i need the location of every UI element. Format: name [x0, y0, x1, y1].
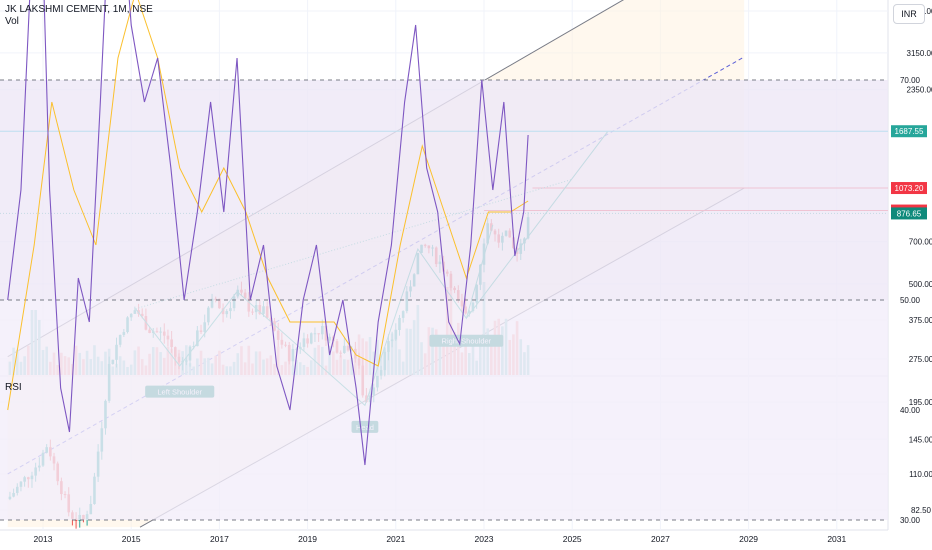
- symbol-title[interactable]: JK LAKSHMI CEMENT, 1M, NSE: [5, 4, 153, 15]
- chart-legend: JK LAKSHMI CEMENT, 1M, NSE Vol: [5, 4, 153, 28]
- price-badge-label: 876.65: [897, 209, 922, 218]
- rsi-title[interactable]: RSI: [5, 382, 22, 393]
- rsi-tick-label: 70.00: [900, 76, 921, 85]
- price-tick-label: 145.00: [909, 435, 932, 444]
- rsi-line: [7, 0, 529, 466]
- rsi-band: [0, 80, 888, 300]
- volume-label[interactable]: Vol: [5, 16, 19, 27]
- price-tick-label: 3150.00: [907, 49, 932, 58]
- price-tick-label: 110.00: [909, 470, 932, 479]
- time-tick-label: 2015: [122, 534, 141, 544]
- price-badge: [891, 182, 927, 195]
- price-tick-label: 700.00: [909, 238, 932, 247]
- price-tick-label: 500.00: [909, 280, 932, 289]
- rsi-ma-line: [7, 0, 529, 411]
- time-tick-label: 2027: [651, 534, 670, 544]
- time-tick-label: 2013: [34, 534, 53, 544]
- time-tick-label: 2029: [739, 534, 758, 544]
- price-tick-label: 82.50: [911, 506, 932, 515]
- currency-button[interactable]: INR: [893, 4, 925, 24]
- rsi-tick-label: 40.00: [900, 406, 921, 415]
- price-badge: [891, 125, 927, 138]
- price-badge-label: 1073.20: [895, 184, 924, 193]
- rsi-tick-label: 50.00: [900, 296, 921, 305]
- time-tick-label: 2017: [210, 534, 229, 544]
- time-tick-label: 2031: [827, 534, 846, 544]
- rsi-tick-label: 30.00: [900, 516, 921, 525]
- price-badge-label: 1687.55: [895, 127, 924, 136]
- price-tick-label: 275.00: [909, 355, 932, 364]
- rsi-band-lower: [0, 300, 888, 520]
- time-tick-label: 2021: [386, 534, 405, 544]
- time-tick-label: 2023: [475, 534, 494, 544]
- time-tick-label: 2025: [563, 534, 582, 544]
- price-badge: [891, 207, 927, 220]
- price-tick-label: 195.00: [909, 398, 932, 407]
- price-tick-label: 375.00: [909, 316, 932, 325]
- time-tick-label: 2019: [298, 534, 317, 544]
- price-tick-label: 2350.00: [907, 86, 932, 95]
